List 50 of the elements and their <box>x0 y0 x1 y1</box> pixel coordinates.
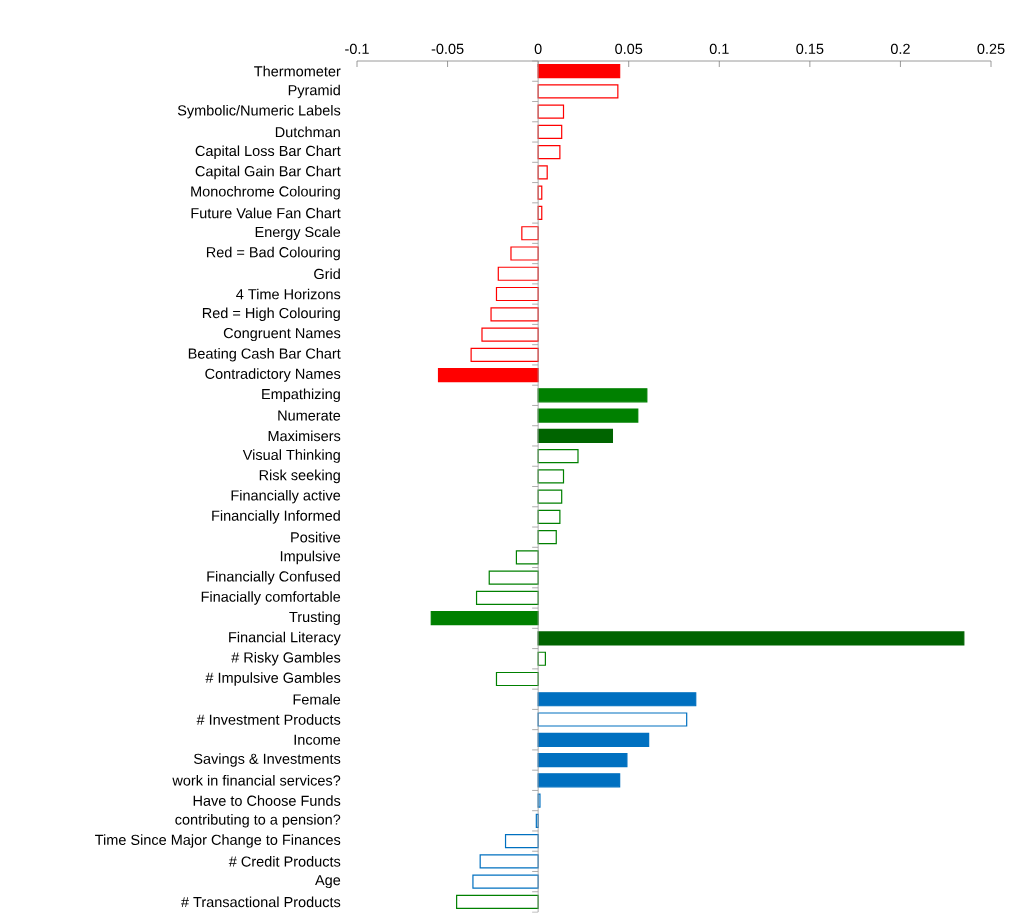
y-tick-label: contributing to a pension? <box>175 814 341 828</box>
y-tick-label: # Transactional Products <box>181 896 341 908</box>
x-tick-label: 0 <box>534 43 542 54</box>
x-tick-label: 0.15 <box>796 43 824 54</box>
y-tick-label: Maximisers <box>268 430 341 442</box>
y-tick-label: Impulsive <box>280 550 341 565</box>
y-tick-label: Monochrome Colouring <box>191 185 340 200</box>
y-tick-label: Positive <box>291 531 341 543</box>
y-tick-label: Have to Choose Funds <box>193 795 341 806</box>
x-tick-label: 0.1 <box>709 43 729 54</box>
y-tick-label: Thermometer <box>254 65 341 77</box>
y-tick-label: # Investment Products <box>196 714 341 725</box>
y-tick-label: Pyramid <box>288 84 340 99</box>
y-tick-label: Financially Informed <box>212 510 340 524</box>
y-tick-label: Time Since Major Change to Finances <box>95 834 341 848</box>
y-tick-label: Savings & Investments <box>193 753 341 767</box>
y-tick-label: Capital Loss Bar Chart <box>195 145 341 159</box>
y-tick-label: Numerate <box>278 410 341 421</box>
y-tick-label: Symbolic/Numeric Labels <box>177 104 341 119</box>
y-tick-label: Visual Thinking <box>242 449 340 463</box>
y-tick-label: Finacially comfortable <box>201 591 341 605</box>
y-tick-label: Future Value Fan Chart <box>191 207 341 219</box>
y-tick-label: Income <box>294 734 341 745</box>
x-tick-label: 0.05 <box>615 43 643 54</box>
y-tick-label: Trusting <box>289 611 340 625</box>
y-tick-label: Dutchman <box>275 126 340 138</box>
y-tick-label: Red = High Colouring <box>202 307 340 322</box>
x-tick-label: -0.05 <box>431 43 464 54</box>
y-tick-label: Contradictory Names <box>205 368 341 382</box>
y-tick-label: Risk seeking <box>259 469 340 484</box>
y-tick-label: Female <box>293 693 341 705</box>
y-tick-label: Grid <box>314 268 340 280</box>
y-tick-label: Beating Cash Bar Chart <box>188 348 341 362</box>
y-tick-label: Congruent Names <box>223 327 341 342</box>
y-tick-label: Empathizing <box>262 388 340 403</box>
y-tick-label: Capital Gain Bar Chart <box>195 165 341 180</box>
y-tick-label: Financial Literacy <box>229 631 341 646</box>
x-tick-label: 0.25 <box>977 43 1005 54</box>
y-tick-label: Energy Scale <box>255 226 341 240</box>
y-tick-label: work in financial services? <box>172 774 341 786</box>
x-tick-label: -0.1 <box>345 43 369 54</box>
y-tick-label: Age <box>315 875 341 889</box>
y-tick-label: # Risky Gambles <box>231 651 341 666</box>
x-tick-label: 0.2 <box>890 43 910 54</box>
y-tick-label: Red = Bad Colouring <box>206 246 340 261</box>
y-tick-label: # Credit Products <box>228 856 341 867</box>
y-tick-label: Financially active <box>231 489 341 504</box>
y-tick-label: # Impulsive Gambles <box>205 672 341 686</box>
y-tick-label: 4 Time Horizons <box>236 288 341 300</box>
y-tick-label: Financially Confused <box>207 570 340 585</box>
